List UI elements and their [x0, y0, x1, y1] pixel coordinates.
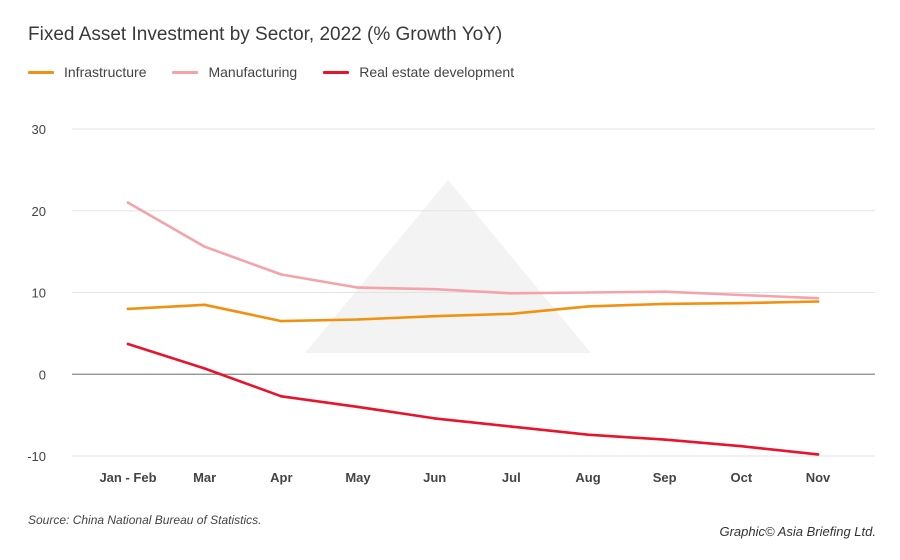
- data-point: [280, 273, 283, 276]
- x-axis-ticks: Jan - Feb Mar Apr May Jun Jul Aug Sep Oct Nov: [99, 470, 831, 485]
- legend-swatch: [172, 70, 199, 74]
- legend-label: Manufacturing: [208, 64, 298, 80]
- source-note: Source: China National Bureau of Statist…: [28, 513, 262, 527]
- x-tick-label: Jun: [423, 470, 446, 485]
- data-point: [280, 395, 283, 398]
- y-tick-label: 30: [32, 122, 46, 137]
- y-tick-label: 0: [39, 367, 46, 382]
- data-point: [816, 453, 820, 456]
- data-point: [203, 303, 206, 307]
- data-point: [356, 318, 360, 321]
- legend-item: Real estate development: [323, 64, 514, 80]
- data-point: [510, 425, 513, 428]
- data-point: [126, 342, 130, 346]
- series-line-infrastructure: [126, 300, 820, 323]
- data-point: [586, 433, 590, 437]
- data-point: [126, 307, 130, 311]
- data-point: [586, 291, 590, 294]
- data-point: [433, 287, 436, 291]
- x-tick-label: Jul: [502, 470, 521, 485]
- data-point: [356, 405, 360, 409]
- legend-item: Infrastructure: [28, 64, 146, 80]
- data-point: [280, 319, 283, 323]
- data-point: [510, 292, 513, 295]
- chart-title: Fixed Asset Investment by Sector, 2022 (…: [28, 24, 503, 45]
- data-point: [740, 301, 743, 305]
- data-point: [356, 286, 360, 289]
- legend-item: Manufacturing: [172, 64, 297, 80]
- data-point: [663, 438, 666, 441]
- data-point: [740, 444, 743, 448]
- data-point: [433, 417, 436, 420]
- x-tick-label: Mar: [193, 470, 216, 485]
- watermark-logo: [305, 180, 591, 353]
- x-tick-label: Oct: [730, 470, 752, 485]
- legend: Infrastructure Manufacturing Real estate d…: [28, 64, 514, 80]
- data-point: [740, 293, 743, 297]
- data-point: [433, 314, 436, 318]
- data-point: [663, 290, 666, 293]
- data-point: [510, 312, 513, 316]
- series-line-real-estate-development: [126, 342, 820, 456]
- y-tick-label: 10: [32, 286, 46, 301]
- x-tick-label: Jan - Feb: [99, 470, 156, 485]
- data-point: [816, 296, 820, 300]
- y-axis-ticks: 30 20 10 0 -10: [27, 122, 46, 464]
- x-tick-label: May: [345, 470, 371, 485]
- y-tick-label: -10: [27, 449, 46, 464]
- data-point: [203, 367, 206, 370]
- series-line-manufacturing: [126, 201, 820, 300]
- legend-swatch: [323, 70, 350, 74]
- series-lines: [126, 201, 820, 456]
- graphic-credit: Graphic© Asia Briefing Ltd.: [719, 524, 876, 539]
- data-point: [816, 300, 820, 303]
- data-point: [586, 305, 590, 308]
- legend-label: Infrastructure: [64, 64, 147, 80]
- legend-swatch: [28, 70, 54, 74]
- data-point: [126, 201, 130, 204]
- x-tick-label: Sep: [653, 470, 677, 485]
- x-tick-label: Nov: [806, 470, 831, 485]
- x-tick-label: Aug: [575, 470, 600, 485]
- legend-label: Real estate development: [359, 64, 515, 80]
- x-tick-label: Apr: [270, 470, 292, 485]
- data-point: [203, 245, 206, 249]
- data-point: [663, 302, 666, 306]
- y-tick-label: 20: [32, 204, 46, 219]
